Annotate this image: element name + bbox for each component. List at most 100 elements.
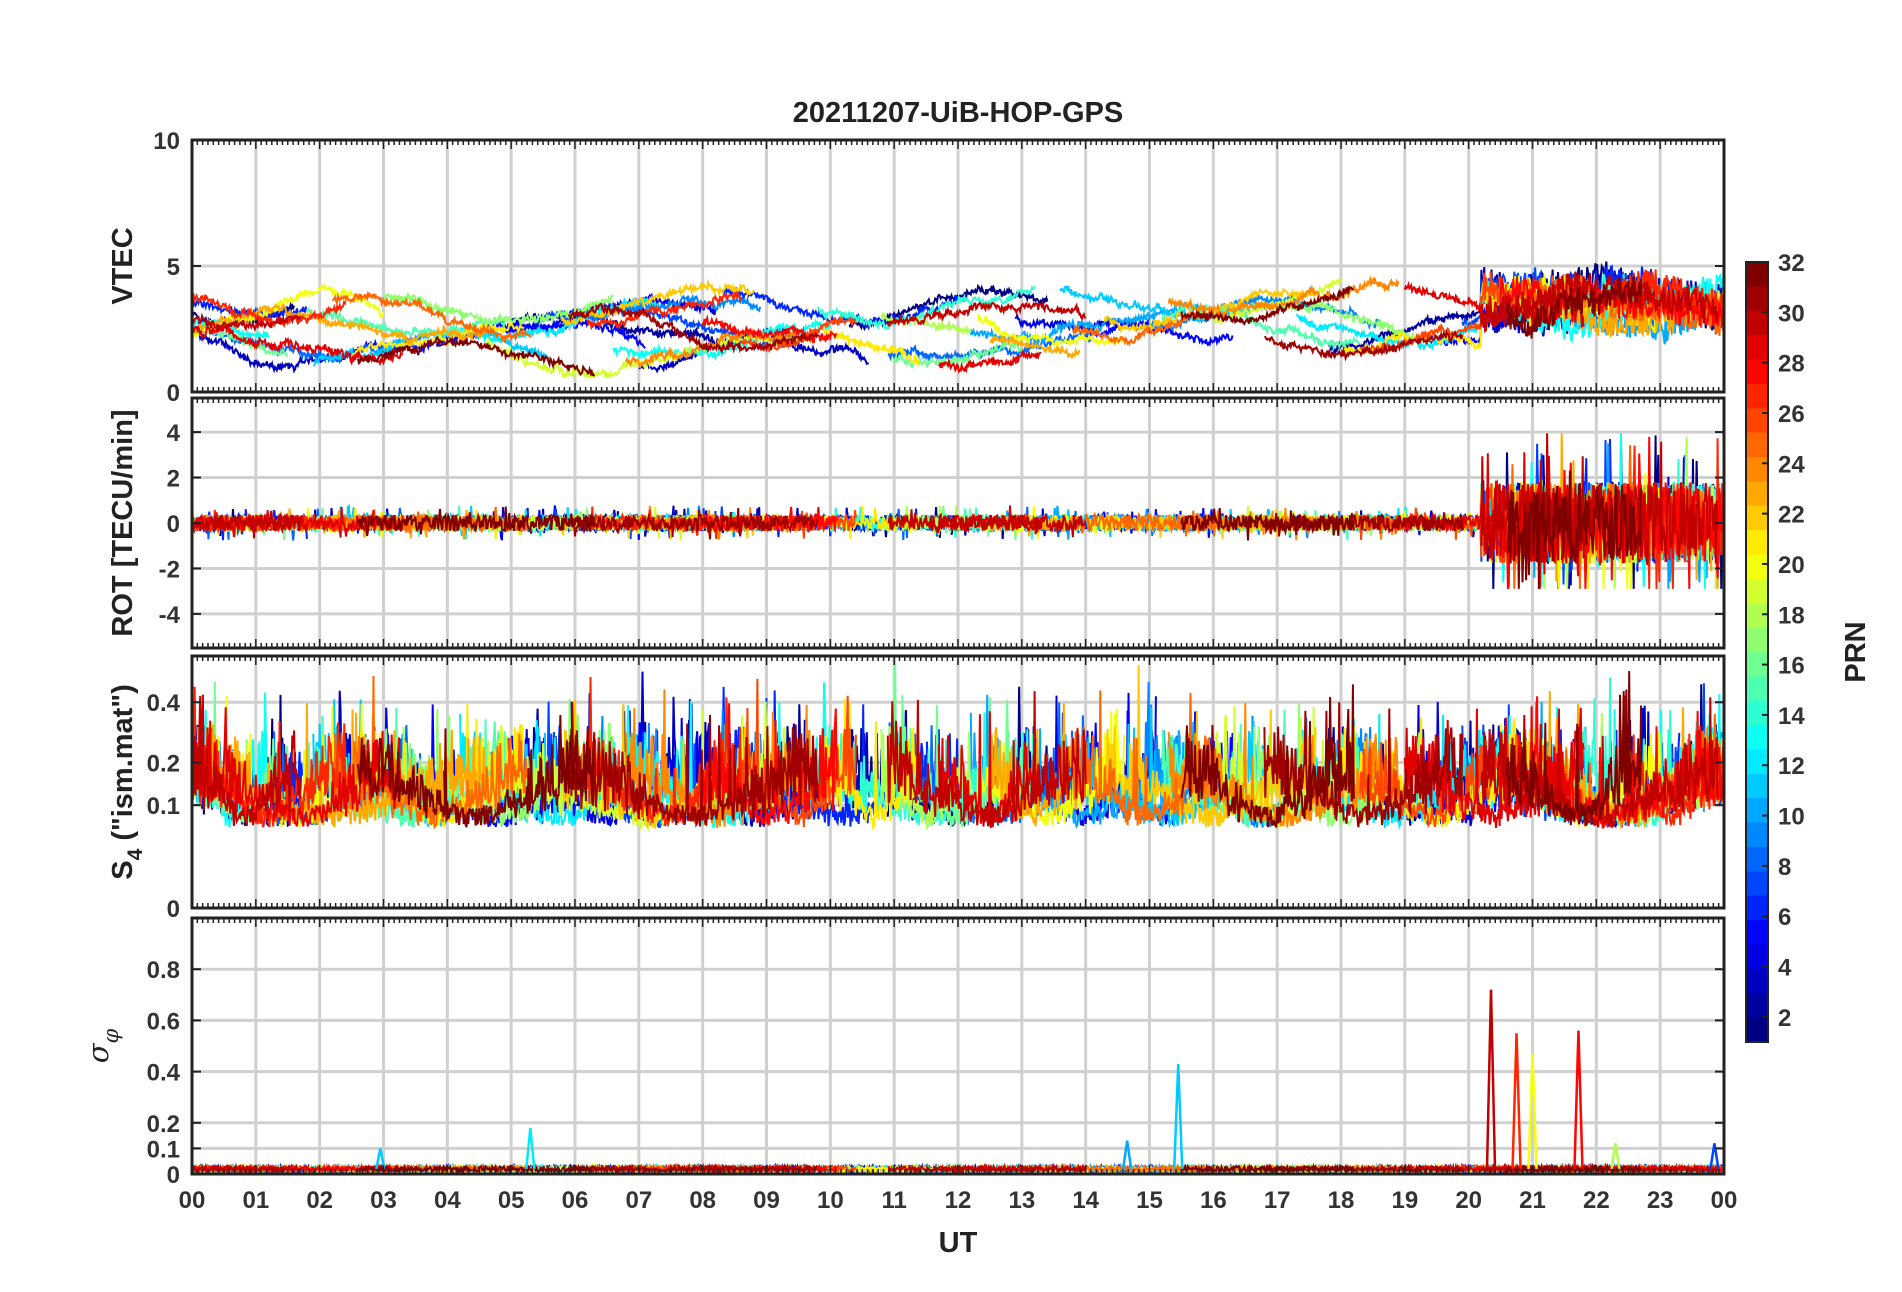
series-prn-30 [887, 1162, 1087, 1174]
x-tick-label: 16 [1200, 1187, 1227, 1214]
sigma-spike [1485, 989, 1497, 1169]
colorbar-tick-label: 20 [1778, 552, 1805, 579]
y-tick-label: -2 [159, 556, 180, 583]
series-prn-28 [701, 314, 838, 344]
series-prn-31 [567, 508, 819, 540]
series-prn-30 [192, 510, 302, 539]
colorbar-tick-label: 6 [1778, 904, 1791, 931]
colorbar-tick-label: 28 [1778, 351, 1805, 378]
series-prn-32 [1180, 285, 1355, 326]
colorbar-tick-label: 30 [1778, 300, 1805, 327]
gridlines [192, 918, 1724, 1174]
series-prn-21 [823, 328, 920, 366]
axis-ticks [191, 398, 1725, 648]
series-prn-29 [937, 349, 1042, 374]
series-lines [192, 433, 1724, 590]
x-tick-label: 01 [242, 1187, 269, 1214]
x-tick-label: 19 [1391, 1187, 1418, 1214]
gridlines [192, 140, 1724, 392]
series-prn-26 [1359, 732, 1508, 829]
x-tick-label: 13 [1008, 1187, 1035, 1214]
x-tick-label: 18 [1328, 1187, 1355, 1214]
colorbar-tick-label: 2 [1778, 1005, 1791, 1032]
series-prn-20 [976, 313, 1125, 350]
panel-rot: -4 -2 0 2 4 ROT [TECU/min] [107, 396, 1726, 650]
y-tick-label: 0 [167, 380, 180, 407]
y-tick-label: 0.8 [147, 957, 180, 984]
sigma-spike [1573, 1030, 1584, 1169]
series-prn-32 [357, 1163, 595, 1174]
ylabel-sub: 4 [124, 848, 147, 860]
x-tick-label: 08 [689, 1187, 716, 1214]
colorbar-tick-label: 10 [1778, 804, 1805, 831]
ylabel-rest: ("ism.mat") [107, 684, 139, 848]
colorbar-tick-label: 12 [1778, 753, 1805, 780]
series-prn-2 [1327, 267, 1502, 354]
series-prn-29 [192, 322, 404, 367]
series-prn-31 [568, 1162, 819, 1174]
series-prn-32 [1180, 1162, 1355, 1174]
sigma-spike [1610, 1143, 1621, 1170]
x-tick-label: 11 [881, 1187, 906, 1214]
series-prn-32 [1180, 507, 1355, 541]
series-prn-29 [937, 711, 1042, 829]
series-prn-31 [567, 701, 819, 828]
series-prn-17 [383, 291, 614, 328]
y-axis-label-vtec: VTEC [107, 227, 139, 304]
x-tick-label: 17 [1264, 1187, 1291, 1214]
y-tick-label: 10 [153, 128, 180, 155]
colorbar-tick-label: 32 [1778, 250, 1805, 277]
panel-sigma_phi: 00.10.2 0.4 0.6 0.8 σφ [81, 916, 1726, 1189]
series-prn-32 [357, 506, 596, 537]
y-axis-label-sigma_phi: σφ [81, 1028, 123, 1063]
sigma-spike [1527, 1053, 1538, 1169]
x-tick-label: 15 [1136, 1187, 1163, 1214]
x-tick-label: 14 [1072, 1187, 1099, 1214]
x-tick-label: 07 [625, 1187, 652, 1214]
x-tick-label: 02 [306, 1187, 333, 1214]
series-prn-30 [192, 694, 302, 827]
x-tick-label: 00 [179, 1187, 206, 1214]
y-tick-label: 2 [167, 466, 180, 493]
colorbar-tick-label: 8 [1778, 854, 1791, 881]
series-prn-32 [357, 335, 596, 377]
series-prn-9 [574, 293, 762, 323]
series-prn-32 [1506, 670, 1642, 827]
series-prn-30 [887, 509, 1087, 538]
panel-s4: 00.10.20.4S4 ("ism.mat") [107, 654, 1726, 923]
series-prn-32 [1180, 684, 1355, 828]
colorbar-tick-label: 26 [1778, 401, 1805, 428]
series-lines [192, 261, 1724, 380]
colorbar-tick-label: 4 [1778, 955, 1792, 982]
y-tick-label: 5 [167, 254, 180, 281]
series-prn-31 [1263, 702, 1464, 828]
sigma-spike [1709, 1143, 1720, 1170]
y-axis-label-s4: S4 ("ism.mat") [107, 684, 147, 880]
series-prn-27 [586, 290, 742, 331]
y-tick-label: 0 [167, 1162, 180, 1189]
y-tick-label: 0.1 [147, 793, 180, 820]
series-prn-15 [306, 306, 506, 340]
y-tick-label: 0 [167, 896, 180, 923]
series-prn-24 [625, 328, 813, 369]
series-prn-30 [192, 1162, 302, 1174]
sigma-spike [1511, 1033, 1522, 1169]
series-lines [192, 656, 1724, 832]
axis-ticks [191, 918, 1725, 1175]
series-prn-30 [886, 691, 1087, 828]
y-tick-label: 0.4 [147, 690, 181, 717]
x-tick-label: 23 [1647, 1187, 1674, 1214]
x-tick-label: 20 [1455, 1187, 1482, 1214]
x-tick-label: 21 [1519, 1187, 1546, 1214]
sigma-spike [1172, 1063, 1184, 1169]
y-tick-label: 4 [167, 420, 181, 447]
ylabel-main: S [107, 860, 139, 879]
x-tick-label: 06 [562, 1187, 589, 1214]
series-prn-32 [1506, 276, 1642, 339]
y-tick-label: 0.2 [147, 1111, 180, 1138]
series-prn-8 [887, 332, 1093, 363]
series-prn-27 [1620, 269, 1724, 321]
y-tick-label: 0.4 [147, 1060, 181, 1087]
